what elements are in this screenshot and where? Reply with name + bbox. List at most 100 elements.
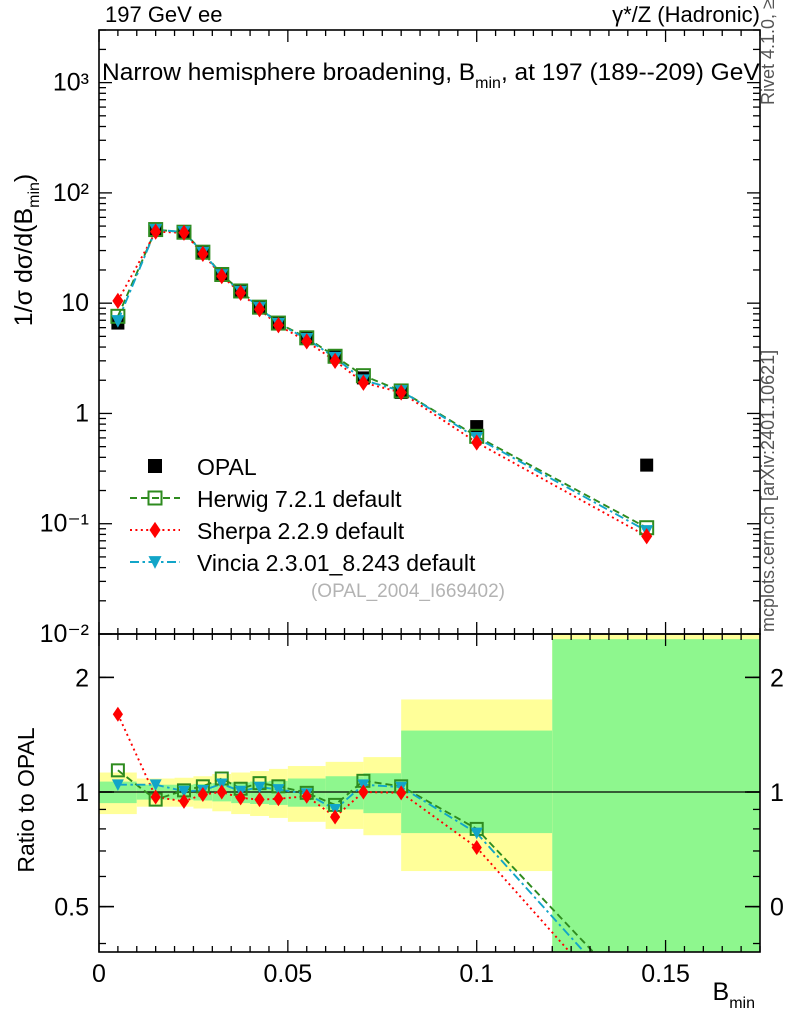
marker-sherpa — [301, 788, 312, 804]
ratio-markers-vincia — [111, 778, 653, 1024]
ylabel-part-c: ) — [10, 174, 38, 182]
series-line-herwig — [117, 228, 648, 529]
marker-sherpa — [254, 792, 265, 808]
ratio-ytick-label-right: 1 — [770, 779, 784, 807]
marker-sherpa — [395, 384, 407, 401]
xtick-label: 0.1 — [459, 960, 494, 988]
marker-sherpa — [235, 790, 246, 806]
marker-sherpa — [358, 784, 369, 800]
marker-sherpa — [149, 521, 161, 539]
ylabel-part-b: dσ/d(B — [10, 208, 38, 290]
main-ytick-label: 1 — [75, 399, 89, 427]
ratio-markers-sherpa — [112, 706, 482, 855]
band-inner — [401, 730, 553, 834]
legend-row[interactable]: Sherpa 2.2.9 default — [130, 518, 405, 544]
series-markers-opal — [111, 223, 654, 472]
marker-sherpa — [178, 224, 190, 241]
ratio-ytick-label-right: 2 — [770, 664, 784, 692]
marker-opal — [470, 420, 484, 434]
plot-title-post: , at 197 (189--209) GeV — [501, 59, 760, 86]
ratio-ytick-label-left: 2 — [75, 664, 89, 692]
xaxis-label-subscript: min — [729, 995, 755, 1012]
main-ytick-label: 10 — [61, 289, 89, 317]
main-ytick-label: 10² — [53, 179, 89, 207]
xtick-label: 0.15 — [641, 960, 690, 988]
marker-vincia — [215, 778, 228, 791]
legend-row[interactable]: Vincia 2.3.01_8.243 default — [130, 550, 476, 576]
marker-vincia — [111, 779, 124, 792]
main-ytick-label: 10⁻² — [40, 620, 89, 648]
marker-vincia — [470, 827, 483, 840]
marker-vincia — [253, 781, 266, 794]
main-panel-series — [110, 222, 655, 545]
xaxis-label: Bmin — [713, 978, 755, 1012]
band-inner — [552, 639, 760, 952]
marker-sherpa — [112, 292, 124, 309]
legend-label: Sherpa 2.2.9 default — [197, 518, 405, 544]
marker-sherpa — [273, 791, 284, 807]
marker-herwig — [641, 1003, 653, 1015]
marker-sherpa — [641, 528, 653, 545]
marker-herwig — [110, 763, 125, 778]
marker-sherpa — [357, 374, 369, 391]
legend: OPAL Herwig 7.2.1 default Sherpa 2.2.9 def… — [130, 454, 476, 576]
ratio-ytick-label-left: 1 — [75, 779, 89, 807]
marker-sherpa — [197, 787, 208, 803]
marker-opal — [640, 458, 654, 472]
main-y-ticks — [99, 29, 760, 635]
main-ylabel: 1/σ dσ/d(Bmin) — [10, 174, 43, 327]
marker-sherpa — [471, 839, 482, 855]
marker-sherpa — [396, 785, 407, 801]
ylabel-part-a: 1/σ — [10, 289, 38, 326]
side-text-rivet: Rivet 4.1.0, ≥ 100k events — [758, 0, 778, 105]
legend-label: Vincia 2.3.01_8.243 default — [197, 550, 476, 576]
header-left-label: 197 GeV ee — [105, 2, 222, 27]
legend-row[interactable]: Herwig 7.2.1 default — [130, 486, 402, 512]
ratio-y-ticks — [99, 676, 760, 945]
dataset-watermark: (OPAL_2004_I669402) — [311, 581, 505, 602]
xtick-label: 0 — [92, 960, 106, 988]
marker-sherpa — [329, 352, 341, 369]
marker-sherpa — [329, 809, 341, 825]
x-ticks — [98, 30, 761, 952]
main-ytick-label: 10⁻¹ — [40, 510, 89, 538]
header-right-label: γ*/Z (Hadronic) — [612, 2, 760, 27]
marker-sherpa — [150, 789, 161, 805]
series-markers-sherpa — [112, 223, 653, 545]
marker-sherpa — [150, 223, 162, 240]
legend-label: OPAL — [197, 454, 257, 480]
xaxis-label-main: B — [713, 978, 730, 1006]
marker-vincia — [149, 779, 162, 792]
marker-opal — [148, 459, 162, 473]
marker-vincia — [641, 1016, 653, 1024]
ratio-line-sherpa — [117, 713, 571, 952]
marker-herwig — [147, 490, 163, 506]
marker-sherpa — [254, 301, 266, 318]
marker-sherpa — [471, 434, 483, 451]
series-line-sherpa — [117, 230, 648, 538]
marker-vincia — [272, 784, 285, 796]
marker-sherpa — [216, 784, 227, 800]
plot-title: Narrow hemisphere broadening, Bmin, at 1… — [102, 59, 760, 92]
main-ytick-label: 10³ — [53, 69, 89, 97]
ratio-ytick-label-left: 0.5 — [54, 894, 89, 922]
legend-label: Herwig 7.2.1 default — [197, 486, 402, 512]
plot-title-subscript: min — [475, 75, 501, 92]
ratio-panel-frame — [98, 633, 761, 953]
legend-row[interactable]: OPAL — [148, 454, 257, 480]
plot-title-pre: Narrow hemisphere broadening, B — [102, 59, 475, 86]
side-text-mcplots: mcplots.cern.ch [arXiv:2401.10621] — [758, 350, 778, 632]
ratio-ytick-label-right: 0.5 — [770, 894, 786, 922]
marker-sherpa — [216, 267, 228, 285]
marker-sherpa — [197, 245, 209, 262]
marker-vincia — [111, 315, 125, 328]
marker-sherpa — [301, 333, 313, 350]
marker-vincia — [148, 556, 162, 569]
xtick-label: 0.05 — [264, 960, 313, 988]
ylabel-subscript: min — [26, 182, 43, 208]
marker-sherpa — [112, 706, 123, 722]
marker-vincia — [177, 785, 190, 798]
marker-sherpa — [178, 793, 190, 809]
